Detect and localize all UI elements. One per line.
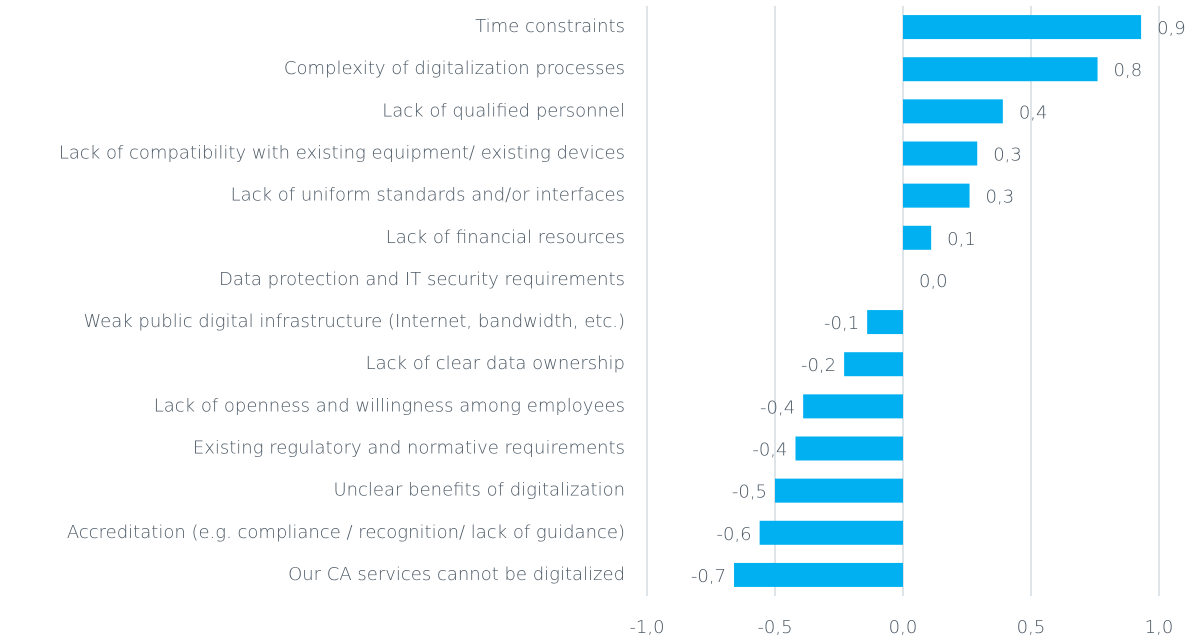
- data-label: -0,4: [760, 397, 795, 418]
- y-tick-label: Lack of uniform standards and/or interfa…: [231, 185, 625, 206]
- x-tick-label: 0,0: [889, 617, 918, 637]
- bar: [903, 57, 1098, 82]
- y-tick-label: Lack of qualified personnel: [382, 100, 625, 121]
- data-label: 0,1: [947, 229, 976, 250]
- data-label: 0,9: [1157, 18, 1186, 39]
- x-tick-label: 0,5: [1017, 617, 1046, 637]
- data-label: -0,2: [801, 355, 836, 376]
- bar: [903, 225, 932, 250]
- y-tick-label: Lack of compatibility with existing equi…: [59, 143, 625, 164]
- y-tick-label: Unclear benefits of digitalization: [333, 480, 625, 501]
- bar: [867, 310, 903, 335]
- bar: [734, 562, 903, 587]
- y-tick-label: Lack of clear data ownership: [366, 353, 625, 374]
- bar: [759, 520, 903, 545]
- y-tick-label: Our CA services cannot be digitalized: [288, 564, 625, 585]
- x-tick-label: 1,0: [1145, 617, 1174, 637]
- y-tick-label: Weak public digital infrastructure (Inte…: [83, 311, 625, 332]
- bar: [795, 436, 903, 461]
- data-label: -0,5: [732, 482, 767, 503]
- data-label: 0,3: [993, 145, 1022, 166]
- bar: [903, 15, 1142, 40]
- y-tick-label: Existing regulatory and normative requir…: [193, 438, 625, 459]
- y-tick-label: Accreditation (e.g. compliance / recogni…: [67, 522, 625, 543]
- bar: [844, 352, 903, 377]
- data-label: -0,4: [752, 440, 787, 461]
- bar: [903, 141, 978, 166]
- bar: [775, 478, 903, 503]
- bar: [903, 183, 970, 208]
- data-label: 0,4: [1019, 102, 1048, 123]
- y-tick-label: Lack of openness and willingness among e…: [154, 395, 625, 416]
- data-label: 0,0: [919, 271, 948, 292]
- x-tick-label: -0,5: [757, 617, 792, 637]
- data-label: -0,7: [691, 566, 726, 587]
- bar: [803, 394, 903, 419]
- data-label: -0,1: [824, 313, 859, 334]
- y-tick-label: Lack of financial resources: [386, 227, 625, 248]
- y-tick-label: Data protection and IT security requirem…: [219, 269, 625, 290]
- bar: [903, 99, 1003, 124]
- data-label: 0,8: [1114, 60, 1143, 81]
- x-tick-label: -1,0: [629, 617, 664, 637]
- y-tick-label: Time constraints: [475, 16, 625, 37]
- y-tick-label: Complexity of digitalization processes: [284, 58, 625, 79]
- data-label: 0,3: [986, 187, 1015, 208]
- data-label: -0,6: [717, 524, 752, 545]
